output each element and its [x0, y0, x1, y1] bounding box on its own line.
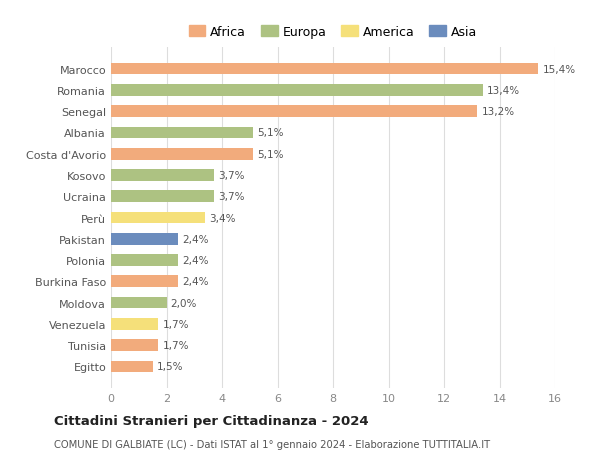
Bar — [111, 127, 253, 139]
Text: 5,1%: 5,1% — [257, 128, 283, 138]
Text: 13,4%: 13,4% — [487, 86, 520, 95]
Text: 13,2%: 13,2% — [481, 107, 515, 117]
Bar — [111, 64, 538, 75]
Text: 3,7%: 3,7% — [218, 171, 244, 180]
Text: COMUNE DI GALBIATE (LC) - Dati ISTAT al 1° gennaio 2024 - Elaborazione TUTTITALI: COMUNE DI GALBIATE (LC) - Dati ISTAT al … — [54, 440, 490, 449]
Text: 1,7%: 1,7% — [163, 341, 189, 350]
Bar — [111, 340, 158, 351]
Bar — [111, 318, 158, 330]
Text: 1,5%: 1,5% — [157, 362, 183, 372]
Bar — [111, 255, 178, 266]
Bar — [111, 297, 167, 309]
Bar — [111, 106, 478, 118]
Text: 2,4%: 2,4% — [182, 277, 208, 287]
Bar — [111, 361, 152, 372]
Bar — [111, 170, 214, 181]
Text: 2,4%: 2,4% — [182, 234, 208, 244]
Bar — [111, 85, 483, 96]
Text: Cittadini Stranieri per Cittadinanza - 2024: Cittadini Stranieri per Cittadinanza - 2… — [54, 414, 368, 428]
Legend: Africa, Europa, America, Asia: Africa, Europa, America, Asia — [184, 21, 482, 44]
Text: 5,1%: 5,1% — [257, 149, 283, 159]
Text: 2,4%: 2,4% — [182, 256, 208, 265]
Text: 15,4%: 15,4% — [542, 64, 575, 74]
Bar — [111, 149, 253, 160]
Bar — [111, 191, 214, 202]
Bar — [111, 234, 178, 245]
Text: 1,7%: 1,7% — [163, 319, 189, 329]
Bar — [111, 276, 178, 287]
Text: 3,4%: 3,4% — [209, 213, 236, 223]
Text: 2,0%: 2,0% — [170, 298, 197, 308]
Bar — [111, 212, 205, 224]
Text: 3,7%: 3,7% — [218, 192, 244, 202]
